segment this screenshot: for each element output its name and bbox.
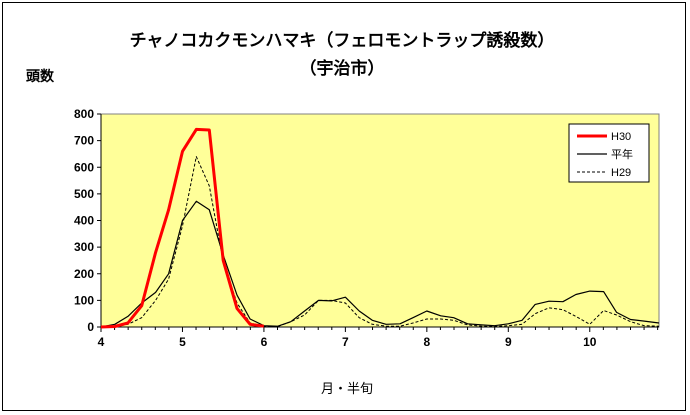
x-tick-label: 4	[98, 335, 105, 349]
x-tick-label: 9	[505, 335, 512, 349]
x-tick-label: 6	[261, 335, 268, 349]
legend-label: H30	[611, 131, 631, 143]
y-tick-label: 200	[74, 267, 94, 281]
y-tick-label: 800	[74, 107, 94, 121]
legend-box	[568, 123, 650, 183]
y-tick-label: 100	[74, 293, 94, 307]
legend: H30 平年 H29	[568, 123, 650, 183]
legend-label: H29	[611, 167, 631, 179]
plot-area	[100, 113, 660, 328]
x-tick-label: 5	[179, 335, 186, 349]
series-line-h29	[100, 156, 660, 328]
x-tick-label: 7	[342, 335, 349, 349]
y-tick-label: 700	[74, 134, 94, 148]
series-line-h30	[100, 127, 265, 329]
x-tick-label: 10	[583, 335, 597, 349]
legend-label: 平年	[611, 147, 633, 161]
series-line-heinen	[100, 200, 660, 328]
y-axis-label: 頭数	[26, 69, 54, 85]
x-axis-label: 月・半旬	[320, 382, 373, 397]
y-tick-label: 0	[87, 320, 94, 334]
y-tick-label: 500	[74, 187, 94, 201]
chart-subtitle: （宇治市）	[299, 59, 385, 79]
y-tick-label: 400	[74, 214, 94, 228]
y-tick-label: 300	[74, 240, 94, 254]
x-tick-label: 8	[423, 335, 430, 349]
chart-title: チャノコカクモンハマキ（フェロモントラップ誘殺数）	[129, 31, 555, 51]
y-tick-label: 600	[74, 160, 94, 174]
